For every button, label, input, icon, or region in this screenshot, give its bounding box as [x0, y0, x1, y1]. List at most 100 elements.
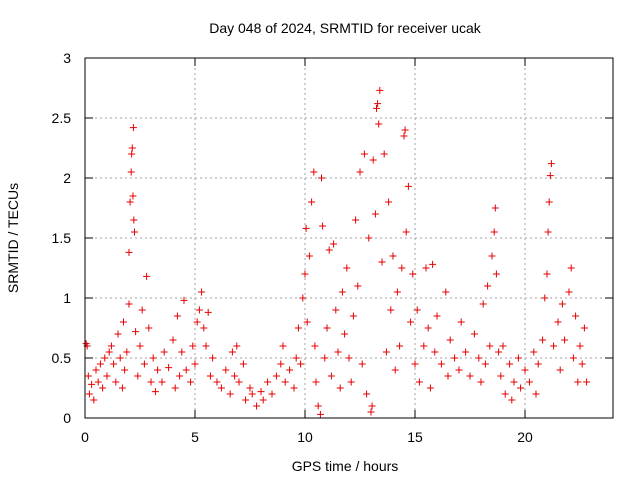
data-point [290, 384, 298, 392]
data-point [126, 198, 134, 206]
data-point [110, 360, 118, 368]
data-point [145, 324, 153, 332]
data-point [299, 294, 307, 302]
data-point [565, 288, 573, 296]
data-point [198, 288, 206, 296]
data-point [173, 312, 181, 320]
data-point [200, 324, 208, 332]
data-point [154, 366, 162, 374]
data-point [226, 390, 234, 398]
data-point [561, 336, 569, 344]
data-point [302, 224, 310, 232]
data-point [314, 402, 322, 410]
data-point [118, 384, 126, 392]
data-point [105, 348, 113, 356]
data-point [99, 384, 107, 392]
data-point [279, 342, 287, 350]
chart-title: Day 048 of 2024, SRMTID for receiver uca… [209, 20, 482, 36]
data-point [401, 126, 409, 134]
data-point [120, 318, 127, 326]
data-point [354, 282, 362, 290]
data-point [375, 120, 383, 128]
data-point [147, 378, 155, 386]
data-point [400, 132, 408, 140]
data-point [491, 204, 499, 212]
data-point [580, 324, 588, 332]
data-point [514, 354, 522, 362]
data-point [477, 378, 485, 386]
data-point [462, 348, 470, 356]
data-point [228, 348, 236, 356]
data-point [444, 372, 452, 380]
data-point [569, 354, 577, 362]
data-point [578, 360, 586, 368]
data-point [369, 156, 377, 164]
data-point [486, 342, 494, 350]
data-point [367, 408, 375, 416]
data-point [308, 198, 316, 206]
data-point [409, 270, 417, 278]
data-point [389, 252, 397, 260]
data-point [272, 372, 280, 380]
data-point [178, 348, 186, 356]
data-point [393, 288, 401, 296]
data-point [341, 330, 349, 338]
data-point [171, 384, 179, 392]
data-point [543, 270, 551, 278]
y-tick-label: 0.5 [52, 350, 72, 366]
data-point [149, 354, 157, 362]
data-point [437, 360, 445, 368]
data-point [382, 348, 390, 356]
plot-area-frame [84, 57, 614, 419]
data-point [546, 172, 554, 180]
data-point [374, 100, 382, 108]
data-point [88, 380, 96, 388]
data-point [136, 342, 144, 350]
data-point [187, 378, 195, 386]
data-point [554, 318, 562, 326]
data-point [90, 396, 98, 404]
data-point [268, 390, 276, 398]
data-point [391, 366, 399, 374]
data-point [398, 264, 406, 272]
data-point [330, 240, 338, 248]
data-point [128, 150, 136, 158]
x-tick-label: 10 [297, 429, 313, 445]
data-point [123, 348, 131, 356]
data-point [415, 378, 423, 386]
y-tick-label: 2 [63, 170, 71, 186]
data-point [368, 402, 376, 410]
data-point [292, 354, 300, 362]
data-points [82, 86, 591, 418]
data-point [92, 366, 100, 374]
data-point [422, 264, 430, 272]
data-point [413, 306, 421, 314]
data-point [396, 342, 404, 350]
data-point [539, 336, 547, 344]
data-point [132, 328, 140, 336]
data-point [116, 354, 124, 362]
data-point [195, 306, 203, 314]
data-point [336, 384, 344, 392]
data-point [138, 306, 146, 314]
data-point [360, 150, 368, 158]
data-point [246, 384, 254, 392]
data-point [165, 364, 173, 372]
y-tick-label: 1.5 [52, 230, 72, 246]
data-point [131, 228, 138, 236]
data-point [259, 396, 267, 404]
data-point [356, 168, 364, 176]
data-point [343, 264, 351, 272]
data-point [556, 366, 564, 374]
data-point [470, 330, 478, 338]
data-point [107, 342, 115, 350]
data-point [334, 348, 342, 356]
data-point [103, 372, 111, 380]
data-point [376, 86, 384, 94]
data-point [420, 342, 428, 350]
data-point [311, 342, 319, 350]
data-point [169, 336, 177, 344]
data-point [352, 216, 360, 224]
data-point [85, 390, 93, 398]
data-point [233, 342, 241, 350]
